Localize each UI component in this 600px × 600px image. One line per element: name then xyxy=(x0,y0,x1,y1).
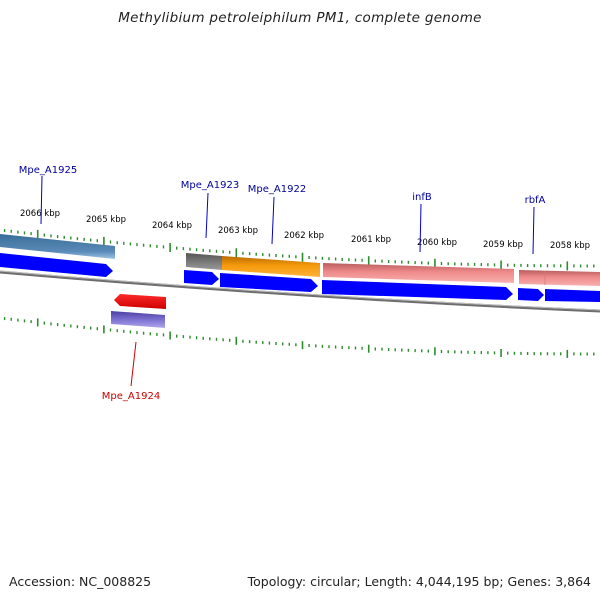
gene-feature-rbfa[interactable] xyxy=(519,270,600,286)
scale-label-2060: 2060 kbp xyxy=(417,238,457,248)
gene-feature-mpe-a1925[interactable] xyxy=(0,234,115,259)
gene-feature-mpe-a1922[interactable] xyxy=(222,256,320,277)
scale-label-2062: 2062 kbp xyxy=(284,231,324,241)
leader-mpe-a1925 xyxy=(40,175,43,225)
cds-arrow-infb[interactable] xyxy=(322,280,513,300)
leader-mpe-a1923 xyxy=(205,192,209,239)
accession-text: Accession: NC_008825 xyxy=(9,574,152,589)
gene-label-mpe-a1924[interactable]: Mpe_A1924 xyxy=(102,391,160,402)
gene-feature-infb[interactable] xyxy=(323,263,514,283)
scale-label-2058: 2058 kbp xyxy=(550,241,590,251)
genome-summary-text: Topology: circular; Length: 4,044,195 bp… xyxy=(247,574,591,589)
leader-mpe-a1922 xyxy=(271,196,275,245)
scale-ticks-inner xyxy=(3,317,595,358)
leader-mpe-a1924 xyxy=(130,341,137,387)
genome-backbone-highlight xyxy=(0,270,600,311)
cds-arrow-next[interactable] xyxy=(545,289,600,302)
leader-infb xyxy=(419,203,422,253)
scale-label-2061: 2061 kbp xyxy=(351,235,391,245)
cds-arrow-mpe-a1925[interactable] xyxy=(0,253,113,277)
scale-label-2065: 2065 kbp xyxy=(86,215,126,225)
cds-arrow-mpe-a1923[interactable] xyxy=(184,270,219,285)
gene-feature-mpe-a1923[interactable] xyxy=(186,253,222,270)
leader-rbfa xyxy=(532,206,535,255)
gene-label-rbfa[interactable]: rbfA xyxy=(525,195,546,206)
scale-label-2063: 2063 kbp xyxy=(218,226,258,236)
gene-feature-mpe-a1924[interactable] xyxy=(111,311,165,328)
scale-label-2059: 2059 kbp xyxy=(483,240,523,250)
cds-arrow-mpe-a1924[interactable] xyxy=(114,294,166,309)
cds-arrow-mpe-a1922[interactable] xyxy=(220,273,318,292)
gene-label-mpe-a1925[interactable]: Mpe_A1925 xyxy=(19,165,77,176)
gene-label-mpe-a1923[interactable]: Mpe_A1923 xyxy=(181,180,239,191)
cds-arrow-rbfa[interactable] xyxy=(518,288,544,301)
scale-ticks-outer xyxy=(3,229,595,271)
gene-label-infb[interactable]: infB xyxy=(412,192,432,203)
genome-backbone xyxy=(0,270,600,313)
scale-label-2066: 2066 kbp xyxy=(20,209,60,219)
map-title: Methylibium petroleiphilum PM1, complete… xyxy=(118,10,482,26)
scale-label-2064: 2064 kbp xyxy=(152,221,192,231)
gene-label-mpe-a1922[interactable]: Mpe_A1922 xyxy=(248,184,306,195)
